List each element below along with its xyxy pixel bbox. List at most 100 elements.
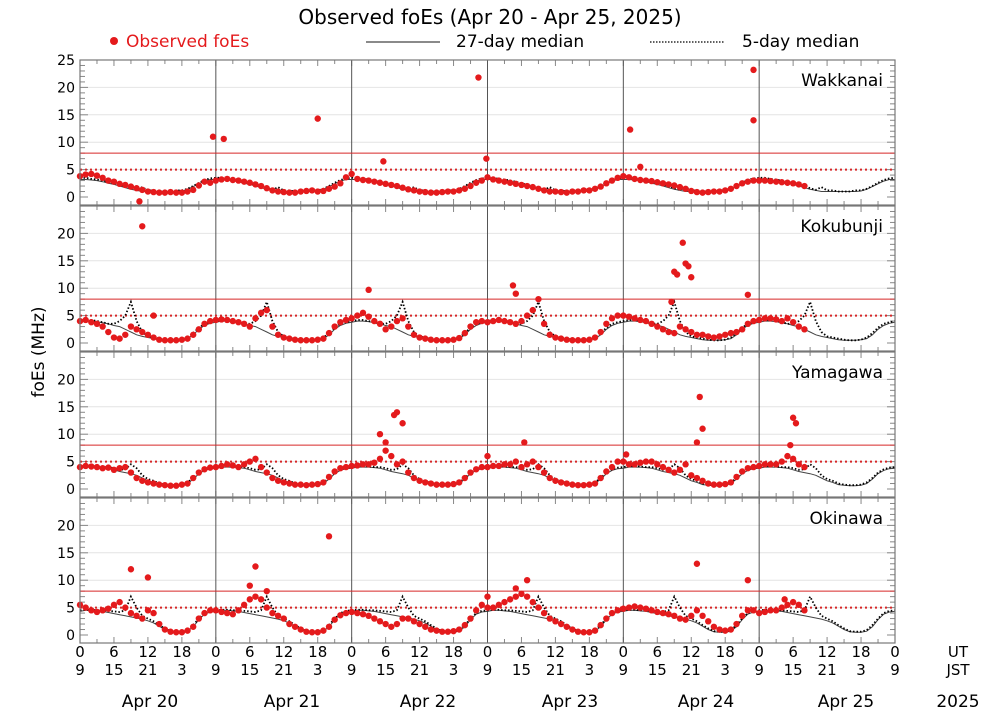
observed-point <box>789 414 797 421</box>
observed-point <box>280 615 287 622</box>
observed-point <box>235 177 242 184</box>
observed-point <box>671 329 678 337</box>
observed-point <box>787 441 794 449</box>
observed-point <box>88 170 95 178</box>
x-tick-label-ut: 6 <box>788 643 798 661</box>
observed-point <box>359 610 367 618</box>
observed-point <box>297 337 304 344</box>
x-tick-label-ut: 18 <box>444 643 463 661</box>
observed-point <box>410 331 418 338</box>
observed-point <box>467 182 474 190</box>
observed-point <box>693 188 701 196</box>
observed-point <box>512 180 519 188</box>
observed-point <box>755 609 763 617</box>
observed-point <box>280 479 287 486</box>
observed-point <box>710 334 718 341</box>
y-tick-label: 10 <box>57 135 75 151</box>
observed-point <box>512 458 519 465</box>
observed-point <box>399 615 406 622</box>
observed-point <box>772 178 780 185</box>
observed-point <box>382 439 389 446</box>
observed-point <box>405 186 412 193</box>
observed-point <box>801 463 808 471</box>
observed-point <box>676 466 684 474</box>
x-tick-label-jst: 9 <box>619 661 629 679</box>
observed-point <box>591 185 599 192</box>
year-label: 2025 <box>936 692 979 712</box>
observed-point <box>427 336 435 343</box>
observed-point <box>93 172 101 179</box>
observed-point <box>631 315 638 322</box>
observed-point <box>767 461 774 468</box>
observed-point <box>427 480 435 487</box>
observed-point <box>246 582 253 589</box>
observed-point <box>767 607 774 614</box>
observed-point <box>784 601 791 609</box>
observed-point <box>540 187 548 194</box>
observed-point <box>422 335 429 342</box>
observed-point <box>286 335 293 342</box>
observed-point <box>608 315 616 322</box>
x-tick-label-ut: 12 <box>138 643 157 661</box>
day-label: Apr 22 <box>400 692 456 712</box>
observed-point <box>393 620 401 628</box>
observed-point <box>189 186 197 194</box>
observed-point <box>450 627 457 635</box>
observed-point <box>382 326 389 333</box>
observed-point <box>308 629 316 636</box>
panel-kokubunji: 0 5 10 15 20 Kokubunji <box>57 205 896 352</box>
observed-point <box>478 463 486 471</box>
observed-point <box>668 298 675 306</box>
y-tick-label: 20 <box>57 518 75 534</box>
observed-point <box>501 317 508 325</box>
observed-point <box>557 479 565 486</box>
observed-point <box>371 317 378 325</box>
observed-point <box>201 609 208 617</box>
observed-point <box>744 178 752 185</box>
observed-point <box>246 179 253 186</box>
observed-point <box>506 318 514 326</box>
observed-point <box>625 604 633 611</box>
observed-point <box>727 329 735 337</box>
observed-point <box>574 628 582 635</box>
observed-point <box>620 312 627 319</box>
station-name: Okinawa <box>810 509 883 529</box>
observed-point <box>569 481 576 488</box>
observed-point <box>622 451 630 458</box>
observed-point <box>671 469 678 476</box>
observed-point <box>337 180 344 187</box>
observed-point <box>738 468 746 475</box>
observed-point <box>410 187 418 194</box>
observed-point <box>673 271 681 278</box>
x-tick-label-ut: 0 <box>754 643 764 661</box>
observed-point <box>626 126 634 133</box>
observed-point <box>789 455 797 463</box>
observed-point <box>257 463 265 471</box>
observed-point <box>733 328 740 336</box>
observed-point <box>252 563 259 570</box>
observed-point <box>201 178 208 185</box>
observed-point <box>676 183 684 191</box>
observed-point <box>727 626 735 633</box>
observed-point <box>376 179 384 186</box>
observed-point <box>693 560 701 567</box>
observed-point <box>127 183 135 190</box>
observed-point <box>705 188 712 196</box>
observed-point <box>167 482 174 489</box>
observed-point <box>371 459 378 466</box>
observed-point <box>603 320 610 328</box>
x-tick-label-jst: 15 <box>104 661 123 679</box>
observed-point <box>648 320 655 328</box>
observed-point <box>637 604 644 611</box>
x-tick-label-jst: 15 <box>648 661 667 679</box>
observed-point <box>274 331 282 338</box>
y-tick-label: 20 <box>57 80 75 96</box>
observed-point <box>433 337 440 344</box>
observed-point <box>688 274 695 281</box>
y-tick-label: 0 <box>66 628 75 644</box>
observed-point <box>133 612 140 620</box>
observed-point <box>195 326 203 333</box>
y-tick-label: 5 <box>66 455 75 471</box>
observed-point <box>144 607 152 614</box>
y-tick-label: 15 <box>57 400 75 416</box>
